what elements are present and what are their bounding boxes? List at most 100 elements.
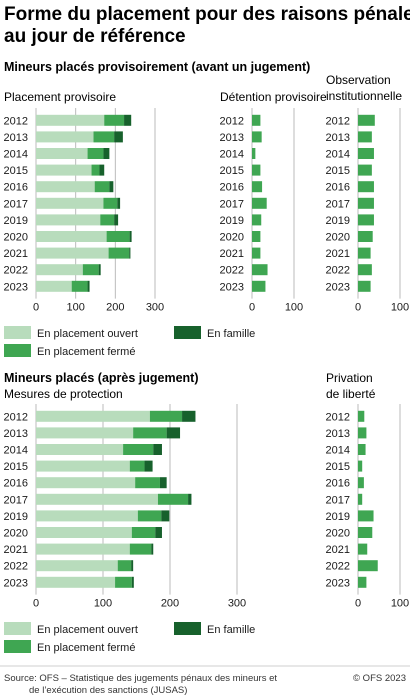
y-tick-label: 2017 (4, 494, 28, 506)
bar (358, 231, 373, 242)
legend-label-ferme: En placement fermé (37, 346, 135, 358)
bar (36, 264, 83, 276)
legend-swatch-famille (174, 326, 201, 339)
x-tick-label: 100 (391, 302, 409, 314)
y-tick-label: 2021 (4, 544, 28, 556)
bar (358, 427, 367, 439)
panel-placement-provisoire: 0 100 200 300 2012 2013 2014 2015 2016 2017 2019 20… (4, 108, 164, 314)
x-tick-label: 0 (355, 598, 361, 610)
panel-detention-provisoire: 0 100 2012 2013 2014 2015 2016 2017 2019 2020 2021… (220, 108, 303, 314)
x-tick-label: 0 (355, 302, 361, 314)
y-tick-label: 2022 (326, 265, 350, 277)
x-tick-label: 100 (285, 302, 303, 314)
bar (117, 197, 121, 209)
y-tick-label: 2013 (4, 428, 28, 440)
bar (358, 576, 367, 588)
y-tick-label: 2019 (4, 511, 28, 523)
bar (182, 410, 196, 422)
y-tick-label: 2012 (326, 411, 350, 423)
bar (114, 214, 119, 226)
legend-swatch-ouvert (4, 622, 31, 635)
bar (133, 427, 167, 439)
legend-swatch-ferme (4, 344, 31, 357)
y-tick-label: 2012 (326, 115, 350, 127)
bar (36, 410, 150, 422)
bar (358, 214, 374, 226)
panel-title-privation-line2: de liberté (326, 387, 376, 401)
bar (124, 114, 132, 126)
y-tick-label: 2016 (4, 182, 28, 194)
x-tick-label: 100 (94, 598, 112, 610)
bar (36, 576, 116, 588)
bar (131, 576, 134, 588)
y-tick-label: 2016 (326, 182, 350, 194)
bar (252, 148, 256, 159)
y-tick-label: 2014 (4, 149, 28, 161)
bar (358, 280, 371, 292)
bar (144, 460, 153, 472)
bar (36, 543, 130, 555)
panel-title-observation-line2: institutionnelle (326, 89, 402, 103)
x-tick-label: 200 (106, 302, 124, 314)
x-tick-label: 300 (228, 598, 246, 610)
bar (99, 164, 105, 176)
panel-title-detention-provisoire: Détention provisoire (220, 90, 327, 104)
bar (104, 114, 125, 126)
bar (98, 264, 101, 276)
bar (36, 460, 130, 472)
bar (100, 214, 115, 226)
y-tick-label: 2013 (326, 132, 350, 144)
bar (358, 131, 372, 143)
bar (87, 280, 90, 292)
bar (358, 410, 365, 422)
x-tick-label: 0 (33, 302, 39, 314)
bar (252, 231, 261, 242)
legend-label-ferme: En placement fermé (37, 642, 135, 654)
bar (123, 444, 154, 455)
y-tick-label: 2021 (326, 248, 350, 260)
bar (252, 264, 268, 276)
y-tick-label: 2020 (326, 528, 350, 540)
legend-apres: En placement ouvert En famille En placemen… (4, 622, 255, 654)
bar (91, 164, 100, 176)
legend-provisoire: En placement ouvert En famille En placemen… (4, 326, 255, 358)
bar (149, 410, 183, 422)
bar (36, 114, 105, 126)
bar (358, 181, 374, 193)
bar (36, 427, 134, 439)
bar (135, 477, 160, 489)
bar (115, 576, 132, 588)
legend-swatch-famille (174, 622, 201, 635)
bar (82, 264, 99, 276)
bar (36, 527, 132, 538)
bar (358, 560, 378, 572)
bar (161, 510, 170, 522)
bar (71, 280, 88, 292)
bar (252, 197, 267, 209)
bar (166, 427, 181, 439)
bar (36, 247, 109, 259)
y-tick-label: 2020 (220, 232, 244, 244)
bar (358, 197, 374, 209)
bar (117, 560, 132, 572)
bar (129, 460, 145, 472)
bar (358, 510, 374, 522)
bar (358, 444, 366, 455)
bar (252, 131, 262, 143)
y-tick-label: 2013 (4, 132, 28, 144)
bar (36, 181, 95, 193)
bar (358, 493, 363, 505)
bar (36, 131, 94, 143)
bar (36, 197, 104, 209)
bar (358, 164, 372, 176)
bar (159, 477, 167, 489)
bar (109, 181, 114, 193)
bar (36, 444, 124, 455)
legend-label-famille: En famille (207, 624, 255, 636)
x-tick-label: 300 (146, 302, 164, 314)
y-tick-label: 2012 (4, 115, 28, 127)
y-tick-label: 2019 (326, 215, 350, 227)
y-tick-label: 2016 (220, 182, 244, 194)
bar (36, 231, 107, 242)
panel-title-observation-line1: Observation (326, 73, 391, 87)
